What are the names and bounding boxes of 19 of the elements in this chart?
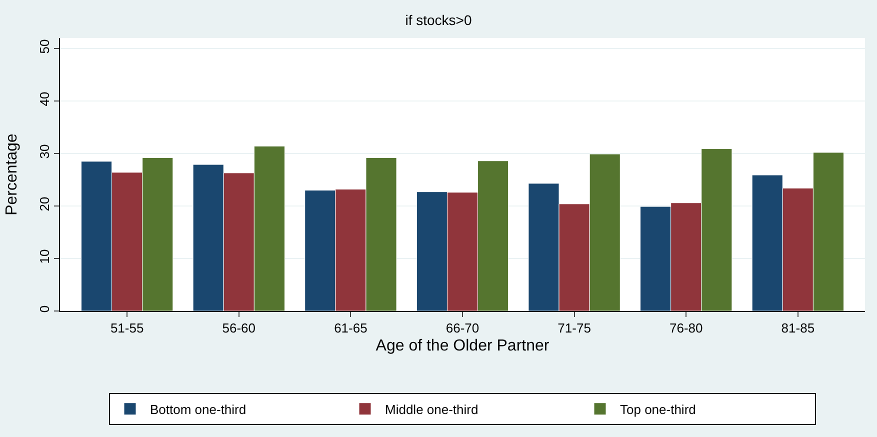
y-tick-label: 10	[36, 249, 52, 264]
legend-label: Middle one-third	[385, 402, 478, 417]
x-tick-label: 71-75	[558, 320, 591, 336]
legend-label: Top one-third	[620, 402, 696, 417]
y-tick-label: 40	[36, 92, 52, 106]
x-tick-label: 51-55	[110, 320, 144, 336]
legend-label: Bottom one-third	[150, 402, 246, 417]
x-tick-label: 81-85	[781, 320, 815, 336]
chart-title: if stocks>0	[405, 12, 472, 28]
x-tick-label: 76-80	[669, 320, 703, 336]
x-tick-label: 56-60	[222, 320, 256, 336]
y-tick-label: 20	[36, 196, 52, 212]
y-tick-label: 0	[36, 305, 52, 313]
y-axis-title: Percentage	[4, 133, 21, 216]
x-axis-title: Age of the Older Partner	[376, 337, 550, 354]
x-tick-label: 61-65	[334, 320, 368, 336]
y-tick-label: 30	[36, 144, 52, 159]
y-tick-label: 50	[36, 39, 52, 54]
x-tick-label: 66-70	[446, 320, 480, 336]
